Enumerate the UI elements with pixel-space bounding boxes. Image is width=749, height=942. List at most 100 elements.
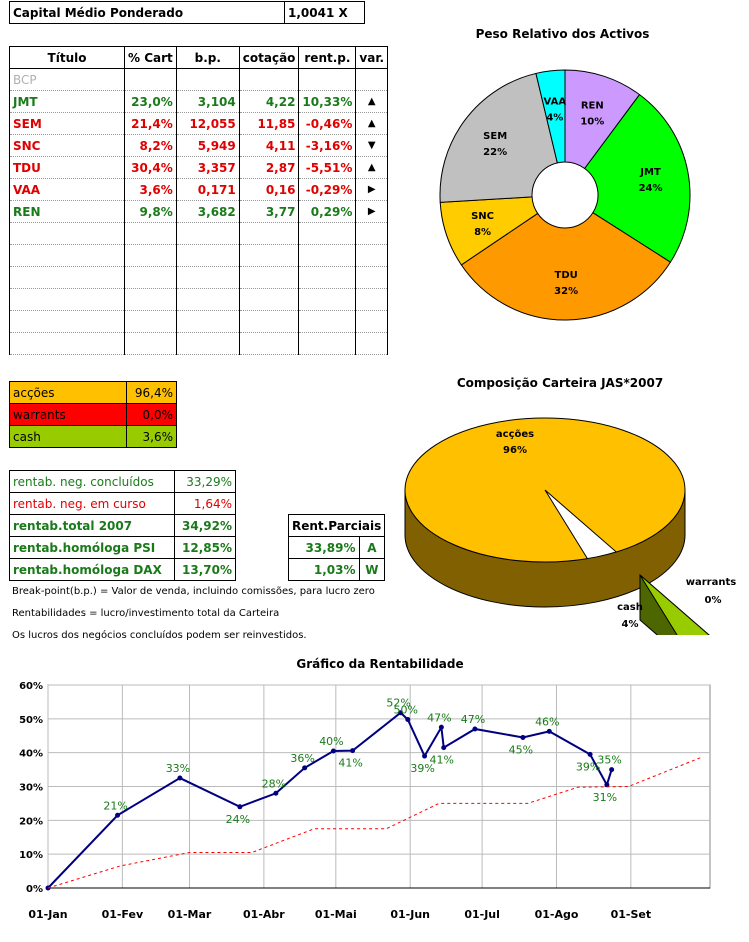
donut-slice-percent: 10% xyxy=(580,116,604,127)
allocation-label: warrants xyxy=(9,403,127,426)
partial-value: 1,03% xyxy=(288,558,360,581)
donut-slice-label: TDU xyxy=(555,270,578,281)
empty-cell xyxy=(238,332,300,355)
header-table: Capital Médio Ponderado 1,0041 X xyxy=(9,1,365,24)
holding-var: ▶ xyxy=(355,200,389,223)
return-point-label: 28% xyxy=(262,777,286,790)
holding-bp: 5,949 xyxy=(175,134,240,157)
partials-table: Rent.Parciais 33,89% A 1,03% W xyxy=(287,514,386,581)
donut-slice-label: SNC xyxy=(471,211,494,222)
line-x-tick: 01-Fev xyxy=(102,908,144,921)
return-point xyxy=(350,748,356,754)
table-row-empty xyxy=(9,332,389,355)
return-point xyxy=(546,728,552,734)
return-point xyxy=(604,782,610,788)
holding-bp: 0,171 xyxy=(175,178,240,201)
line-x-tick: 01-Ago xyxy=(535,908,579,921)
return-point xyxy=(520,734,526,740)
table-row-empty xyxy=(9,266,389,289)
donut-title: Peso Relativo dos Activos xyxy=(475,27,650,41)
return-value: 1,64% xyxy=(174,492,236,515)
return-point xyxy=(422,753,428,759)
line-x-tick: 01-Abr xyxy=(243,908,285,921)
holding-bp: 3,104 xyxy=(175,90,240,113)
empty-cell xyxy=(238,244,300,267)
holding-pct: 21,4% xyxy=(124,112,177,135)
return-point xyxy=(115,812,121,818)
holding-pct: 3,6% xyxy=(124,178,177,201)
holding-rent xyxy=(298,68,357,91)
empty-cell xyxy=(175,310,240,333)
empty-cell xyxy=(124,266,177,289)
table-row: TDU 30,4% 3,357 2,87 -5,51% ▲ xyxy=(9,156,389,179)
return-point xyxy=(302,765,308,771)
returns-table: rentab. neg. concluídos 33,29% rentab. neg… xyxy=(9,470,236,581)
holding-pct xyxy=(124,68,177,91)
holding-quote: 2,87 xyxy=(238,156,300,179)
donut-slice-label: VAA xyxy=(544,97,567,108)
partial-value: 33,89% xyxy=(288,536,360,559)
empty-cell xyxy=(9,266,125,289)
holding-var: ▲ xyxy=(355,112,389,135)
holding-title: REN xyxy=(9,200,125,223)
table-row: SEM 21,4% 12,055 11,85 -0,46% ▲ xyxy=(9,112,389,135)
line-y-tick: 20% xyxy=(19,816,43,827)
table-row-empty xyxy=(9,310,389,333)
return-point-label: 45% xyxy=(509,743,533,756)
holding-title: BCP xyxy=(9,68,125,91)
empty-cell xyxy=(124,332,177,355)
line-y-tick: 30% xyxy=(19,783,43,794)
empty-cell xyxy=(238,222,300,245)
holding-pct: 8,2% xyxy=(124,134,177,157)
return-row: rentab. neg. em curso 1,64% xyxy=(9,492,236,515)
empty-cell xyxy=(9,244,125,267)
empty-cell xyxy=(298,266,357,289)
donut-slice-percent: 22% xyxy=(483,147,507,158)
holding-bp: 3,357 xyxy=(175,156,240,179)
empty-cell xyxy=(298,244,357,267)
return-point-label: 36% xyxy=(290,752,314,765)
table-row-empty xyxy=(9,288,389,311)
holding-rent: -0,46% xyxy=(298,112,357,135)
donut-slice-percent: 8% xyxy=(474,227,491,238)
holding-quote: 3,77 xyxy=(238,200,300,223)
holding-var: ▲ xyxy=(355,156,389,179)
return-point-label: 41% xyxy=(338,757,362,770)
line-y-tick: 40% xyxy=(19,749,43,760)
return-point xyxy=(405,717,411,723)
holding-quote: 11,85 xyxy=(238,112,300,135)
holding-bp: 12,055 xyxy=(175,112,240,135)
return-point-label: 46% xyxy=(535,715,559,728)
pie3d-label-accoes: acções xyxy=(496,429,534,440)
empty-cell xyxy=(175,332,240,355)
table-row-empty xyxy=(9,222,389,245)
table-row: BCP xyxy=(9,68,389,91)
holding-var: ▶ xyxy=(355,178,389,201)
holding-quote: 4,11 xyxy=(238,134,300,157)
empty-cell xyxy=(9,222,125,245)
donut-slice-label: SEM xyxy=(483,131,507,142)
allocation-value: 3,6% xyxy=(126,425,177,448)
holding-rent: -0,29% xyxy=(298,178,357,201)
donut-slice-percent: 32% xyxy=(554,286,578,297)
return-point-label: 39% xyxy=(410,762,434,775)
col-bp: b.p. xyxy=(175,46,240,69)
empty-cell xyxy=(238,288,300,311)
return-row: rentab.homóloga PSI 12,85% xyxy=(9,536,236,559)
return-line-chart: 0% 10% 20% 30% 40% 50% 60% 01-Jan 01-Fev 01-Mar 01… xyxy=(19,681,711,921)
holding-rent: 0,29% xyxy=(298,200,357,223)
holding-title: JMT xyxy=(9,90,125,113)
empty-cell xyxy=(355,244,389,267)
partial-code: A xyxy=(358,536,386,559)
holding-quote xyxy=(238,68,300,91)
line-x-tick: 01-Jan xyxy=(28,908,67,921)
return-point xyxy=(330,748,336,754)
col-quote: cotação xyxy=(238,46,300,69)
empty-cell xyxy=(175,288,240,311)
empty-cell xyxy=(355,332,389,355)
holdings-table: Título % Cart b.p. cotação rent.p. var. … xyxy=(9,46,389,355)
pie3d-slice-accoes xyxy=(404,417,686,563)
line-x-tick: 01-Jun xyxy=(390,908,430,921)
benchmark-line xyxy=(47,757,701,889)
return-row: rentab.total 2007 34,92% xyxy=(9,514,236,537)
